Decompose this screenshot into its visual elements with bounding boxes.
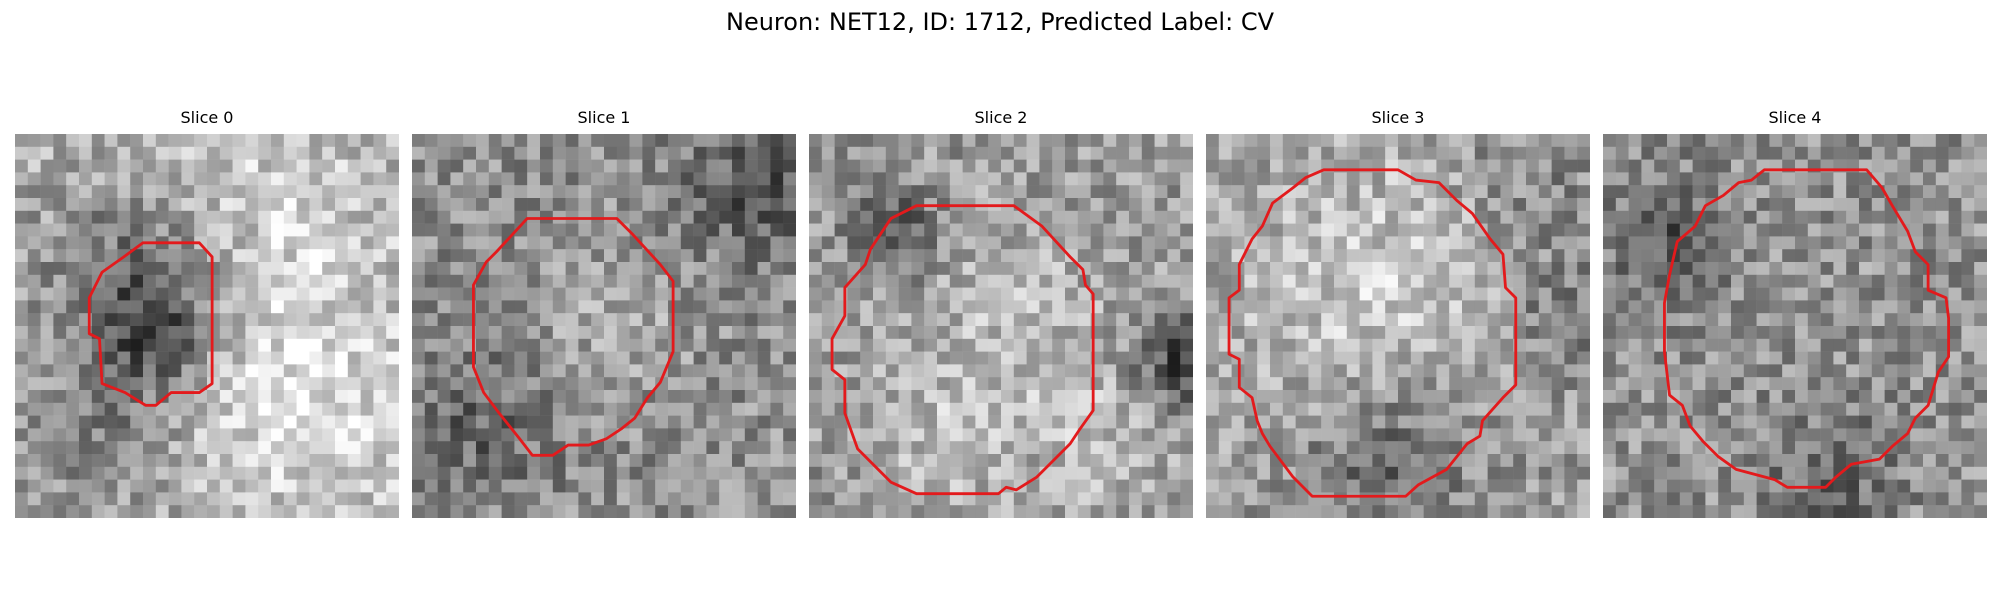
slice-image-2 [809,134,1193,518]
slice-title-1: Slice 1 [577,108,631,127]
slice-image-3 [1206,134,1590,518]
roi-contour [1663,168,1951,489]
roi-contour [87,241,214,407]
slice-title-3: Slice 3 [1371,108,1425,127]
roi-contour [830,204,1095,496]
slice-title-0: Slice 0 [180,108,234,127]
pixel-grid [809,134,1193,518]
slice-image-1 [412,134,796,518]
slice-title-2: Slice 2 [974,108,1028,127]
pixel-grid [15,134,399,518]
pixel-grid [412,134,796,518]
roi-contour [472,217,675,457]
pixel-grid [1206,134,1590,518]
pixel-grid [1603,134,1987,518]
roi-contour [1227,168,1518,498]
slice-image-0 [15,134,399,518]
slice-title-4: Slice 4 [1768,108,1822,127]
slice-image-4 [1603,134,1987,518]
figure-title: Neuron: NET12, ID: 1712, Predicted Label… [726,8,1274,36]
